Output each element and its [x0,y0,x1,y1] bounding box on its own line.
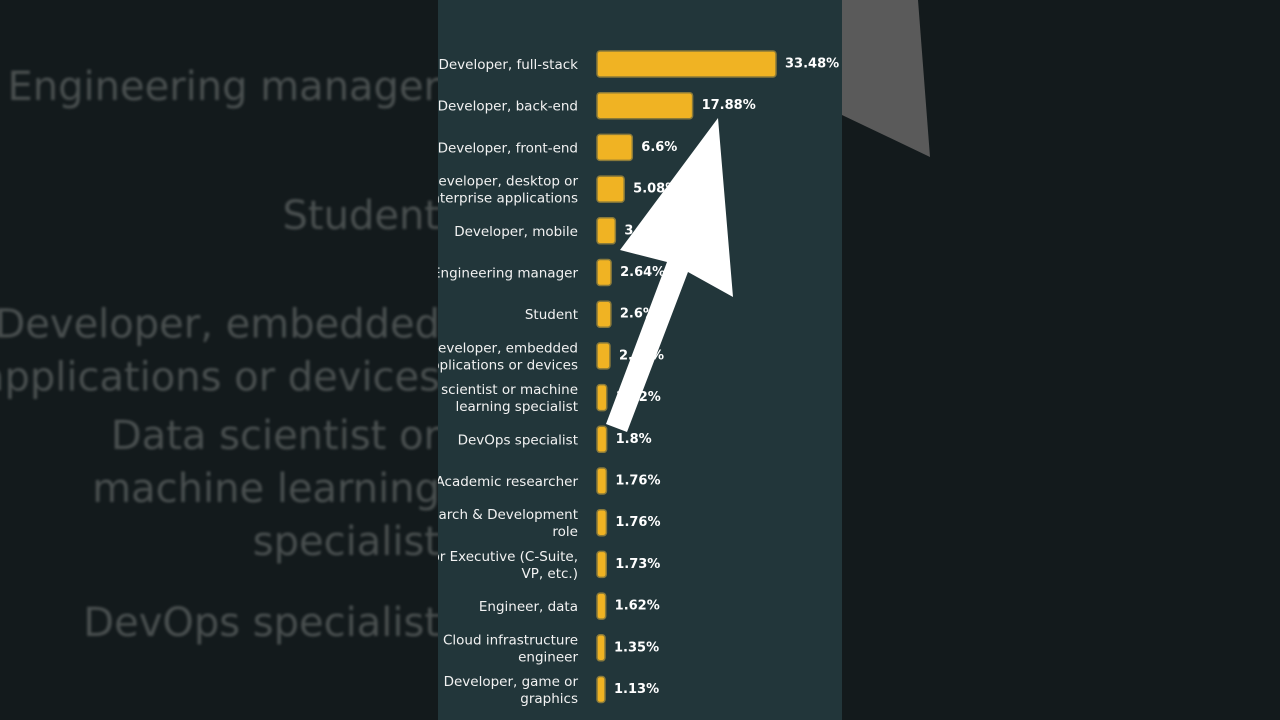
category-label: Engineering manager [432,266,578,282]
category-label: Developer, back-end [438,99,578,115]
bar [596,258,612,287]
background-shape [842,0,930,157]
category-label: Developer, mobile [454,224,578,240]
value-label: 6.6% [641,140,677,155]
value-label: 1.8% [616,432,652,447]
bar [596,91,694,120]
category-label: Developer, embedded applications or devic… [423,340,578,373]
background-label: Engineering manager [8,64,441,110]
bar [596,592,607,620]
bar [596,508,608,537]
value-label: 1.76% [615,515,660,530]
bar [596,300,612,328]
category-label: Research & Development role [406,507,578,540]
value-label: 17.88% [702,98,756,113]
value-label: 1.73% [615,557,660,572]
category-label: Senior Executive (C-Suite, VP, etc.) [402,549,578,582]
category-label: DevOps specialist [458,432,578,448]
bar [596,175,625,203]
bar [596,425,608,454]
bar [596,217,617,245]
bar [596,50,777,78]
background-zoom: Engineering manager Student Developer, emb… [0,64,441,646]
pointer-arrow [606,118,733,432]
value-label: 1.62% [615,599,660,614]
value-label: 2.64% [620,265,665,280]
background-label: Data scientist or machine learning special… [92,413,440,565]
category-label: Developer, full-stack [438,57,578,73]
category-label: Data scientist or machine learning specia… [405,382,578,415]
category-label: Developer, front-end [438,140,578,156]
category-label: Developer, game or graphics [444,674,579,707]
bar [596,550,607,579]
category-label: Developer, desktop or enterprise applicat… [423,174,578,207]
bar [596,133,634,162]
bar [596,467,608,495]
category-label: Academic researcher [436,474,579,490]
background-label: Developer, embedded applications or devic… [0,302,440,401]
bar [596,383,608,412]
category-label: Student [525,307,578,323]
plot: Developer, full-stack 33.48% Developer, ba… [402,50,839,707]
bar [596,342,611,370]
value-label: 1.35% [614,640,659,655]
value-label: 1.76% [615,474,660,489]
background-label: Student [283,193,440,239]
bar [596,675,606,704]
category-label: Cloud infrastructure engineer [443,632,578,665]
value-label: 1.13% [614,682,659,697]
bar [596,634,606,662]
background-label: DevOps specialist [83,600,440,646]
value-label: 33.48% [785,57,839,72]
category-label: Engineer, data [479,599,578,615]
